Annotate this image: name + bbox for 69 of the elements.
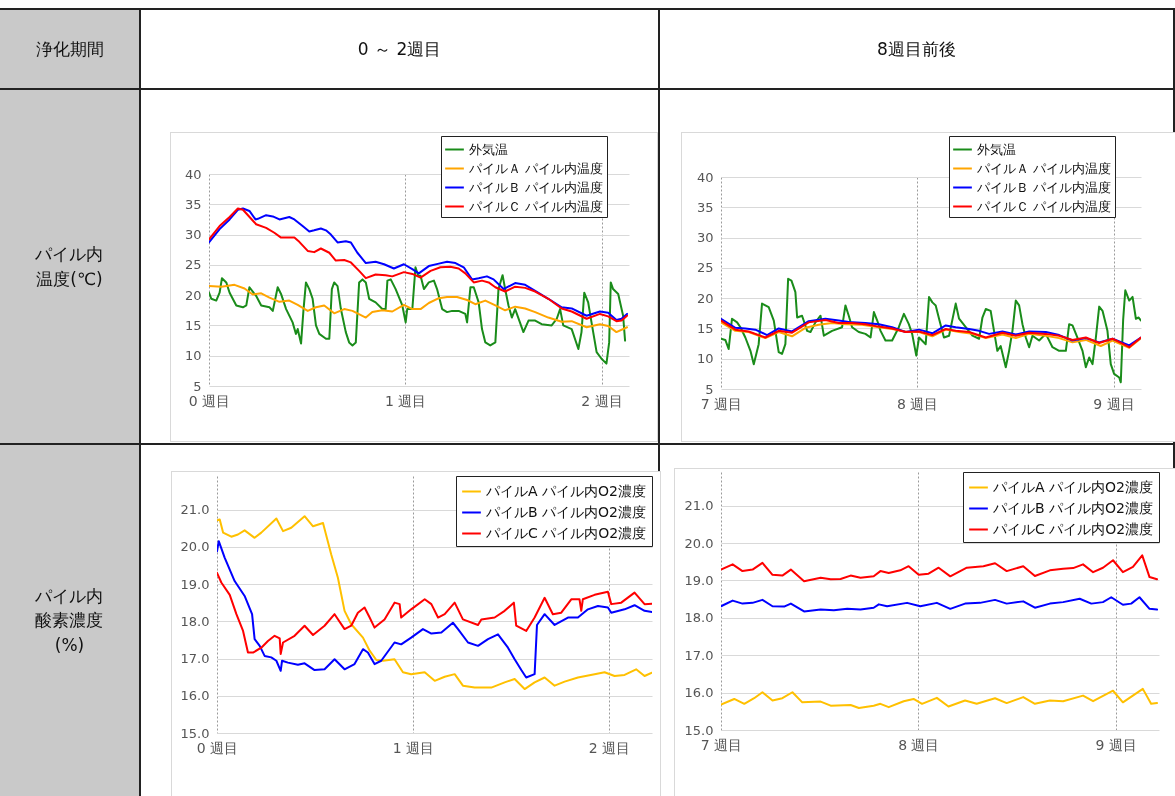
legend-label: パイルＣ パイル内温度 (976, 198, 1112, 213)
y-tick-label: 18.0 (684, 609, 714, 625)
y-tick-label: 40 (184, 166, 201, 181)
y-tick-label: 30 (184, 226, 201, 242)
line-series (721, 687, 1159, 709)
y-tick-label: 21.0 (684, 497, 714, 513)
x-tick-label: 7 週目 (700, 395, 743, 411)
y-tick-label: 30 (696, 229, 714, 245)
legend-label: パイルB パイル内O2濃度 (992, 499, 1153, 515)
chart-title: 0 ～ 2週目 (141, 10, 660, 90)
x-tick-label: 8 週目 (898, 736, 940, 752)
x-tick-label: 9 週目 (1093, 395, 1135, 411)
legend-label: 外気温 (468, 141, 508, 156)
line-series (721, 553, 1159, 582)
y-axis-title: パイル内酸素濃度(%) (34, 584, 105, 657)
y-tick-label: 35 (696, 199, 714, 215)
y-tick-label: 25 (696, 259, 714, 275)
y-tick-label: 18.0 (180, 613, 209, 629)
y-tick-label: 15 (184, 317, 201, 333)
x-tick-label: 0 週目 (188, 392, 230, 408)
y-tick-label: 17.0 (180, 650, 209, 666)
y-tick-label: 16.0 (684, 684, 714, 700)
y-tick-label: 5 (705, 381, 714, 396)
legend-label: パイルＣ パイル内温度 (467, 198, 603, 213)
x-tick-label: 8 週目 (897, 395, 939, 411)
legend-label: パイルＡ パイル内温度 (976, 160, 1112, 175)
y-tick-label: 21.0 (180, 501, 209, 517)
y-tick-label: 25 (184, 256, 201, 272)
y-tick-label: 20.0 (684, 535, 714, 551)
y-tick-label: 5 (192, 378, 201, 393)
y-tick-label: 19.0 (180, 576, 209, 592)
text: 浄化期間 (0, 10, 141, 90)
legend-label: パイルA パイル内O2濃度 (484, 482, 646, 498)
x-tick-label: 1 週目 (392, 739, 434, 755)
y-axis-title: パイル内温度(℃) (34, 242, 105, 291)
y-tick-label: 20 (696, 290, 714, 306)
x-tick-label: 0 週目 (196, 739, 238, 755)
x-tick-label: 2 週目 (588, 739, 630, 755)
y-tick-label: 40 (696, 169, 714, 184)
legend-label: パイルＢ パイル内温度 (467, 179, 603, 194)
y-tick-label: 15 (696, 320, 714, 336)
legend-label: パイルB パイル内O2濃度 (484, 503, 646, 519)
y-tick-label: 17.0 (684, 647, 714, 663)
legend-label: 外気温 (977, 141, 1016, 156)
x-tick-label: 2 週目 (580, 392, 623, 408)
x-tick-label: 1 週目 (384, 392, 426, 408)
y-tick-label: 15.0 (684, 722, 714, 737)
line-series (208, 283, 628, 333)
x-tick-label: 7 週目 (700, 736, 743, 752)
y-tick-label: 35 (184, 196, 201, 212)
chart-title: 8週目前後 (660, 10, 1175, 90)
y-tick-label: 19.0 (684, 572, 714, 588)
x-tick-label: 9 週目 (1095, 736, 1137, 752)
y-tick-label: 10 (184, 347, 201, 363)
legend-label: パイルＢ パイル内温度 (976, 179, 1112, 194)
y-tick-label: 20.0 (180, 538, 209, 554)
y-tick-label: 15.0 (180, 725, 209, 740)
legend-label: パイルC パイル内O2濃度 (484, 524, 646, 540)
line-series (721, 277, 1141, 383)
legend-label: パイルＡ パイル内温度 (467, 160, 603, 175)
y-tick-label: 16.0 (180, 687, 209, 703)
legend-label: パイルA パイル内O2濃度 (992, 478, 1153, 494)
y-tick-label: 10 (696, 350, 714, 366)
line-series (216, 571, 652, 655)
line-series (721, 595, 1159, 612)
line-series (208, 265, 626, 365)
y-tick-label: 20 (184, 287, 201, 303)
line-series (216, 539, 652, 678)
legend-label: パイルC パイル内O2濃度 (992, 520, 1154, 536)
